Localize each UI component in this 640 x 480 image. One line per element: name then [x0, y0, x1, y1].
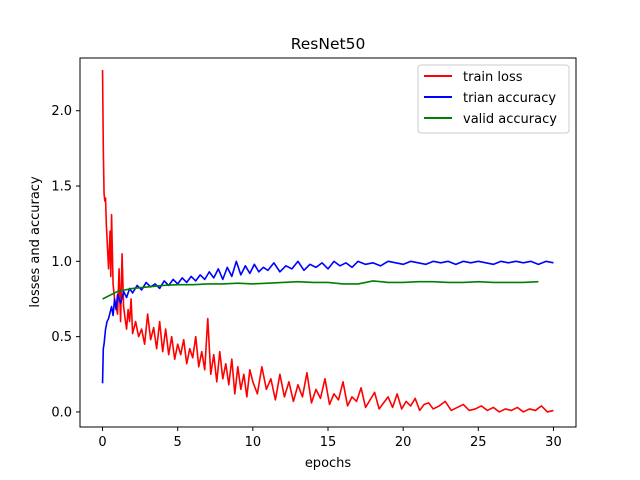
y-tick-label: 0.5 [51, 330, 72, 345]
series-line-valid-accuracy [102, 280, 539, 300]
plot-lines [101, 70, 554, 413]
x-axis-label: epochs [305, 456, 352, 471]
legend-label-valid-accuracy: valid accuracy [463, 112, 557, 127]
y-tick-label: 1.5 [51, 180, 72, 195]
legend: train loss trian accuracy valid accuracy [417, 64, 570, 134]
y-tick-label: 1.0 [51, 255, 72, 270]
legend-label-trian-accuracy: trian accuracy [463, 91, 556, 106]
legend-box [417, 64, 570, 134]
x-tick-label: 10 [245, 435, 262, 450]
series-line-trian-accuracy [101, 260, 554, 384]
x-tick-label: 20 [395, 435, 412, 450]
x-tick-label: 15 [320, 435, 337, 450]
legend-label-train-loss: train loss [463, 70, 523, 85]
x-tick-label: 25 [470, 435, 487, 450]
series-line-train-loss [101, 70, 554, 413]
chart-title: ResNet50 [291, 35, 366, 53]
x-axis: 0 5 10 15 20 25 30 [98, 427, 562, 450]
y-axis-label: losses and accuracy [28, 176, 43, 308]
x-tick-label: 0 [98, 435, 106, 450]
y-axis: 0.0 0.5 1.0 1.5 2.0 [51, 104, 80, 420]
x-tick-label: 5 [174, 435, 182, 450]
x-tick-label: 30 [545, 435, 562, 450]
y-tick-label: 2.0 [51, 104, 72, 119]
y-tick-label: 0.0 [51, 405, 72, 420]
